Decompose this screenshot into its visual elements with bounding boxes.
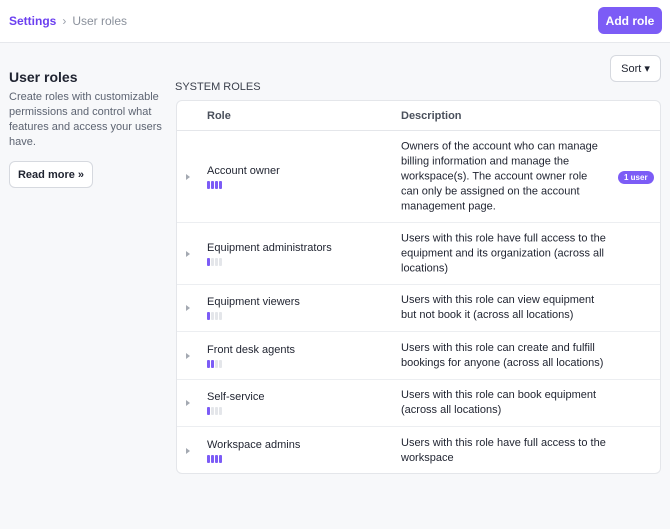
permission-bar <box>215 359 218 368</box>
breadcrumb-current: User roles <box>72 14 128 28</box>
permission-bar <box>211 180 214 189</box>
permission-bar <box>207 407 210 415</box>
read-more-button[interactable]: Read more » <box>9 161 93 188</box>
permission-bar <box>215 407 218 415</box>
expand-caret-icon[interactable] <box>186 250 190 257</box>
permission-bar <box>219 359 222 368</box>
permission-bar <box>219 454 222 463</box>
table-row[interactable]: Equipment viewers Users with this role c… <box>177 285 660 332</box>
role-cell: Workspace admins <box>207 439 300 463</box>
table-row[interactable]: Front desk agents Users with this role c… <box>177 332 660 380</box>
permission-bar <box>219 407 222 415</box>
expand-caret-icon[interactable] <box>186 400 190 406</box>
table-row[interactable]: Account owner Owners of the account who … <box>177 131 660 223</box>
role-cell: Equipment administrators <box>207 242 332 266</box>
chevron-right-icon: › <box>62 14 67 28</box>
permission-level-indicator <box>207 312 300 320</box>
permission-bar <box>215 312 218 320</box>
role-cell: Front desk agents <box>207 344 295 368</box>
permission-bar <box>215 180 218 189</box>
permission-bar <box>207 359 210 368</box>
permission-bar <box>211 359 214 368</box>
permission-bar <box>219 257 222 266</box>
expand-caret-icon[interactable] <box>186 173 190 180</box>
role-name: Equipment administrators <box>207 241 332 254</box>
sort-button[interactable]: Sort ▾ <box>610 55 661 82</box>
permission-bar <box>211 407 214 415</box>
permission-level-indicator <box>207 257 332 266</box>
expand-caret-icon[interactable] <box>186 447 190 454</box>
permission-level-indicator <box>207 180 280 189</box>
permission-bar <box>215 454 218 463</box>
page-description: Create roles with customizable permissio… <box>9 91 162 148</box>
permission-bar <box>207 454 210 463</box>
permission-bar <box>219 180 222 189</box>
role-description: Users with this role have full access to… <box>401 232 606 274</box>
role-name: Workspace admins <box>207 438 301 451</box>
role-description: Users with this role have full access to… <box>401 436 606 464</box>
table-header: Role Description <box>177 101 660 131</box>
breadcrumb: Settings › User roles <box>9 14 127 28</box>
permission-bar <box>211 312 214 320</box>
table-row[interactable]: Equipment administrators Users with this… <box>177 223 660 285</box>
role-cell: Account owner <box>207 165 280 189</box>
permission-bar <box>211 454 214 463</box>
page-title: User roles <box>9 69 78 85</box>
permission-bar <box>211 257 214 266</box>
role-description: Users with this role can book equipment … <box>401 389 597 416</box>
role-description: Owners of the account who can manage bil… <box>401 140 598 212</box>
permission-level-indicator <box>207 359 295 368</box>
expand-caret-icon[interactable] <box>186 352 190 359</box>
breadcrumb-settings-link[interactable]: Settings <box>9 14 57 28</box>
role-description: Users with this role can create and fulf… <box>401 341 604 369</box>
permission-bar <box>207 312 210 320</box>
user-count-badge: 1 user <box>618 170 654 184</box>
permission-bar <box>207 257 210 266</box>
permission-level-indicator <box>207 407 264 415</box>
permission-bar <box>215 257 218 266</box>
permission-bar <box>207 180 210 189</box>
role-name: Equipment viewers <box>207 296 300 308</box>
role-name: Account owner <box>207 164 280 177</box>
top-bar: Settings › User roles Add role <box>0 0 670 43</box>
role-description: Users with this role can view equipment … <box>401 294 595 321</box>
section-title: SYSTEM ROLES <box>175 81 261 93</box>
add-role-button[interactable]: Add role <box>598 7 662 34</box>
permission-level-indicator <box>207 454 300 463</box>
column-role: Role <box>207 110 231 122</box>
table-row[interactable]: Workspace admins Users with this role ha… <box>177 427 660 473</box>
role-cell: Self-service <box>207 391 264 415</box>
roles-table: Role Description Account owner Owners of… <box>176 100 661 474</box>
role-name: Front desk agents <box>207 343 296 356</box>
expand-caret-icon[interactable] <box>186 305 190 311</box>
permission-bar <box>219 312 222 320</box>
table-row[interactable]: Self-service Users with this role can bo… <box>177 380 660 427</box>
role-cell: Equipment viewers <box>207 296 300 320</box>
role-name: Self-service <box>207 391 265 403</box>
column-description: Description <box>401 110 462 122</box>
